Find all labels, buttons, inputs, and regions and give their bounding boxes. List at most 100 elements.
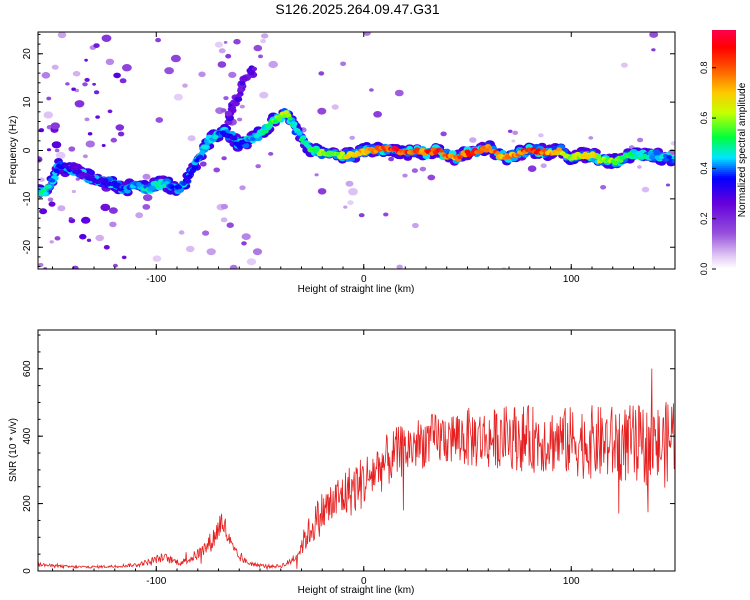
branch-blob <box>236 93 242 98</box>
noise-speckle <box>253 44 263 52</box>
noise-speckle <box>57 205 66 212</box>
noise-speckle <box>225 53 232 59</box>
colorbar-segment <box>712 193 736 196</box>
colorbar-segment <box>712 257 736 260</box>
noise-speckle <box>255 164 261 169</box>
ridge-blob <box>272 119 278 123</box>
ridge-blob <box>250 136 256 141</box>
figure-title: S126.2025.264.09.47.G31 <box>275 1 440 17</box>
colorbar-segment <box>712 203 736 206</box>
ridge-blob <box>672 159 675 164</box>
colorbar-segment <box>712 121 736 125</box>
colorbar-tick-label: 0.4 <box>699 162 709 175</box>
y-tick-label: 10 <box>22 96 33 108</box>
noise-speckle <box>419 166 427 172</box>
noise-speckle <box>164 67 174 75</box>
noise-speckle <box>109 221 117 228</box>
noise-speckle <box>340 61 347 67</box>
noise-speckle <box>229 264 238 269</box>
branch-blob <box>234 96 243 103</box>
colorbar-segment <box>712 237 736 240</box>
colorbar-segment <box>712 111 736 115</box>
noise-speckle <box>109 207 118 214</box>
colorbar-tick-label: 0.8 <box>699 61 709 74</box>
noise-speckle <box>649 32 659 38</box>
colorbar-segment <box>712 127 736 131</box>
noise-speckle <box>343 205 348 209</box>
colorbar-segment <box>712 79 736 83</box>
colorbar-segment <box>712 143 736 147</box>
noise-speckle <box>142 173 151 180</box>
noise-speckle <box>600 185 607 190</box>
noise-speckle <box>86 238 92 242</box>
noise-speckle <box>198 71 206 78</box>
ridge-blob <box>236 144 243 149</box>
noise-speckle <box>68 217 73 221</box>
snr-series-line <box>38 368 675 571</box>
colorbar-segment <box>712 67 736 71</box>
noise-speckle <box>412 222 419 229</box>
colorbar-segment <box>712 173 736 176</box>
noise-speckle <box>113 72 121 79</box>
colorbar-segment <box>712 195 736 198</box>
branch-blob <box>224 110 233 117</box>
colorbar-segment <box>712 245 736 248</box>
colorbar-segment <box>712 113 736 117</box>
noise-speckle <box>383 212 389 217</box>
noise-speckle <box>349 135 356 140</box>
colorbar-segment <box>712 97 736 101</box>
noise-speckle <box>101 34 112 42</box>
colorbar-segment <box>712 161 736 165</box>
colorbar-segment <box>712 239 736 242</box>
colorbar-segment <box>712 247 736 250</box>
noise-speckle <box>217 61 227 68</box>
noise-speckle <box>314 173 319 177</box>
noise-speckle <box>258 54 263 59</box>
x-tick-label: 0 <box>361 274 367 285</box>
colorbar-segment <box>712 187 736 190</box>
colorbar-segment <box>712 73 736 77</box>
noise-speckle <box>43 111 54 119</box>
colorbar-segment <box>712 159 736 163</box>
ridge-blob <box>181 181 187 186</box>
noise-speckle <box>373 111 382 118</box>
noise-speckle <box>317 107 327 115</box>
ridge-blob <box>339 151 345 156</box>
noise-speckle <box>105 58 115 65</box>
noise-speckle <box>206 248 216 256</box>
colorbar-segment <box>712 241 736 244</box>
colorbar-segment <box>712 183 736 186</box>
noise-speckle <box>345 180 354 187</box>
y-tick-label: 600 <box>22 360 33 377</box>
colorbar-segment <box>712 83 736 87</box>
colorbar-segment <box>712 231 736 234</box>
noise-speckle <box>85 140 96 148</box>
colorbar-segment <box>712 153 736 157</box>
colorbar-segment <box>712 53 736 57</box>
x-tick-label: 100 <box>563 576 580 587</box>
colorbar-segment <box>712 41 736 45</box>
colorbar-segment <box>712 89 736 93</box>
noise-speckle <box>223 96 229 101</box>
noise-speckle <box>199 161 207 167</box>
colorbar-segment <box>712 109 736 113</box>
colorbar-label: Normalized spectral amplitude <box>737 82 748 217</box>
noise-speckle <box>54 236 61 241</box>
ridge-blob <box>483 148 490 153</box>
colorbar-segment <box>712 131 736 135</box>
noise-speckle <box>260 38 266 44</box>
colorbar-segment <box>712 249 736 252</box>
spectrogram-xlabel: Height of straight line (km) <box>298 284 415 295</box>
noise-speckle <box>38 262 44 267</box>
x-tick-label: 100 <box>563 274 580 285</box>
noise-speckle <box>46 96 52 101</box>
colorbar-segment <box>712 117 736 121</box>
noise-speckle <box>46 148 52 152</box>
noise-speckle <box>213 167 220 173</box>
colorbar-segment <box>712 63 736 67</box>
noise-speckle <box>202 230 210 236</box>
y-tick-label: 20 <box>22 48 33 60</box>
noise-speckle <box>115 124 125 131</box>
noise-speckle <box>527 165 537 172</box>
noise-speckle <box>87 132 93 136</box>
